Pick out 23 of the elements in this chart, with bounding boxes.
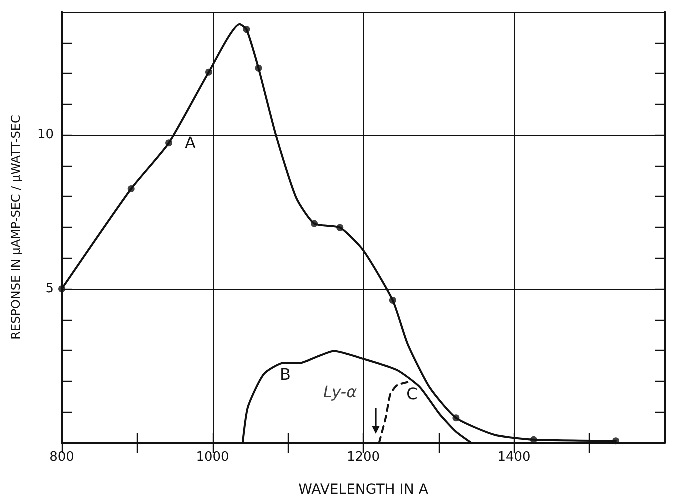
point — [205, 68, 212, 76]
x-axis-title: WAVELENGTH IN A — [298, 482, 429, 498]
point — [128, 186, 135, 193]
x-tick-label: 1200 — [346, 450, 380, 465]
y-tick-label: 5 — [46, 282, 54, 297]
point — [389, 296, 396, 304]
point — [336, 224, 344, 232]
x-tick-label: 1400 — [498, 450, 531, 465]
point — [612, 438, 620, 445]
series-label: B — [280, 364, 291, 384]
point — [311, 220, 318, 228]
point — [243, 26, 250, 34]
y-axis-title: RESPONSE IN μAMP-SEC / μWATT-SEC — [9, 115, 23, 340]
point — [255, 64, 262, 72]
series-label: A — [185, 134, 196, 153]
point — [452, 414, 460, 422]
series-label: C — [406, 384, 418, 404]
y-tick-label: 10 — [37, 128, 54, 143]
point — [166, 140, 173, 147]
annotation: Ly-α — [324, 382, 358, 402]
x-tick-label: 800 — [50, 450, 74, 465]
point — [58, 286, 66, 293]
x-tick-label: 1000 — [196, 450, 230, 465]
